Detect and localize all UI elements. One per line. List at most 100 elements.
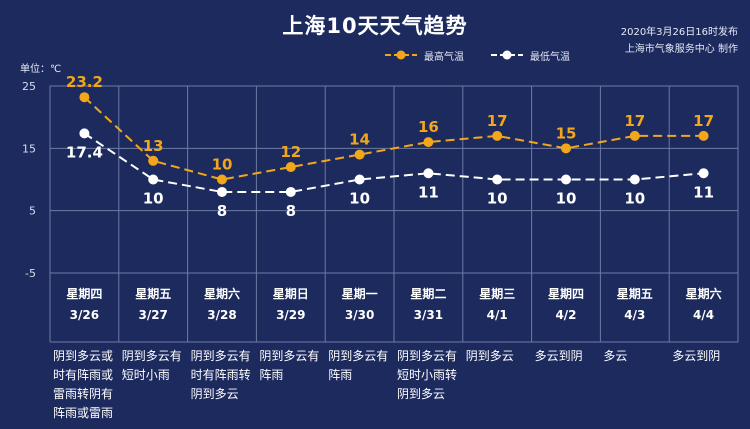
legend-item-low: 最低气温 (490, 48, 570, 63)
day-date: 3/29 (276, 308, 305, 322)
day-weekday: 星期五 (135, 286, 171, 301)
data-label-low: 11 (693, 183, 714, 201)
data-label-low: 8 (286, 202, 296, 220)
day-weather: 阴到多云有 (328, 349, 388, 363)
value-labels: 23.2 13 10 12 14 16 17 15 17 17 17.4 10 8 8 10 11 10 10 10… (66, 73, 714, 220)
chart-series (79, 92, 709, 197)
data-label-high: 23.2 (66, 73, 103, 91)
y-tick-label: 25 (22, 80, 36, 93)
day-weather: 阵雨 (328, 368, 352, 382)
data-label-low: 10 (487, 190, 508, 208)
legend-low-swatch (491, 50, 523, 60)
data-point-low (698, 168, 709, 179)
day-weekday: 星期四 (548, 286, 584, 301)
data-point-low (629, 174, 640, 185)
data-point-low (492, 174, 503, 185)
day-weather: 时有阵雨或 (53, 368, 113, 382)
day-weather: 阴到多云有 (397, 349, 457, 363)
data-point-low (561, 174, 571, 185)
data-label-low: 10 (349, 190, 370, 208)
data-label-high: 17 (487, 112, 508, 130)
day-date: 4/2 (555, 308, 576, 322)
data-point-high (492, 130, 503, 141)
day-date: 4/4 (693, 308, 714, 322)
data-label-low: 10 (624, 190, 645, 208)
data-point-high (354, 149, 365, 160)
data-point-low (354, 174, 365, 185)
chart-legend: 最高气温 最低气温 (384, 47, 596, 63)
data-point-low (148, 174, 159, 185)
data-label-low: 10 (556, 190, 577, 208)
data-label-high: 12 (280, 143, 301, 161)
data-point-high (217, 174, 227, 185)
data-label-low: 10 (143, 190, 164, 208)
day-weather: 多云到阴 (672, 349, 720, 363)
data-label-high: 17 (624, 112, 645, 130)
day-weather: 多云 (603, 349, 627, 363)
y-tick-label: -5 (25, 267, 36, 280)
data-point-high (561, 143, 571, 154)
day-weather: 短时小雨 (122, 368, 170, 382)
data-label-high: 17 (693, 112, 714, 130)
data-point-high (285, 162, 296, 173)
day-weather: 短时小雨转 (397, 367, 457, 382)
day-date: 3/30 (345, 308, 374, 322)
data-point-low (79, 128, 90, 139)
day-date: 4/3 (624, 308, 645, 322)
data-label-high: 10 (212, 156, 233, 174)
day-date: 3/31 (414, 308, 443, 322)
day-weekday: 星期三 (479, 286, 515, 301)
publish-time: 2020年3月26日16时发布 (620, 27, 738, 38)
unit-label: 单位：℃ (20, 64, 62, 75)
day-weather: 阵雨或雷雨 (53, 406, 113, 420)
day-weekday: 星期六 (204, 286, 240, 301)
day-weekday: 星期四 (66, 286, 102, 301)
data-point-high (423, 137, 434, 148)
day-weather: 阴到多云有 (259, 349, 319, 363)
day-weather: 多云到阴 (535, 349, 583, 363)
data-label-high: 14 (349, 131, 370, 149)
legend-high-label: 最高气温 (424, 51, 464, 63)
day-weekday: 星期五 (617, 286, 653, 301)
data-point-high (148, 155, 159, 166)
day-weekday: 星期一 (342, 286, 378, 301)
day-weather: 阵雨 (259, 368, 283, 382)
legend-item-high: 最高气温 (384, 48, 464, 63)
day-weather: 阴到多云有 (122, 349, 182, 363)
data-point-high (629, 130, 640, 141)
data-label-high: 16 (418, 118, 439, 136)
day-weather: 雷雨转阴有 (53, 386, 113, 401)
publisher: 上海市气象服务中心 制作 (624, 44, 738, 55)
data-point-low (285, 186, 296, 197)
data-label-low: 8 (217, 202, 227, 220)
day-date: 3/26 (70, 308, 99, 322)
day-weather: 阴到多云有 (191, 349, 251, 363)
day-weekday: 星期二 (410, 286, 446, 301)
series-line-high (83, 96, 704, 181)
series-line-low (83, 132, 704, 193)
y-axis: 25 15 5 -5 (22, 80, 36, 280)
day-weekday: 星期日 (273, 286, 309, 301)
day-weather: 阴到多云 (397, 387, 445, 401)
day-date: 4/1 (487, 308, 508, 322)
data-point-high (79, 92, 90, 103)
day-weather: 阴到多云或 (53, 349, 113, 363)
day-date: 3/28 (207, 308, 236, 322)
day-weather: 阴到多云 (466, 349, 514, 363)
day-weather: 时有阵雨转 (191, 367, 251, 382)
page-title: 上海10天天气趋势 (282, 14, 468, 38)
y-tick-label: 15 (22, 142, 36, 155)
data-point-low (423, 168, 434, 179)
legend-low-label: 最低气温 (530, 51, 570, 63)
y-tick-label: 5 (29, 205, 36, 218)
publish-info: 2020年3月26日16时发布 上海市气象服务中心 制作 (621, 24, 738, 58)
data-label-low: 11 (418, 183, 439, 201)
day-weather: 阴到多云 (191, 387, 239, 401)
data-label-high: 13 (143, 137, 164, 155)
data-label-low: 17.4 (66, 143, 103, 161)
legend-high-swatch (385, 50, 417, 60)
data-label-high: 15 (556, 124, 577, 142)
data-point-high (698, 130, 709, 141)
